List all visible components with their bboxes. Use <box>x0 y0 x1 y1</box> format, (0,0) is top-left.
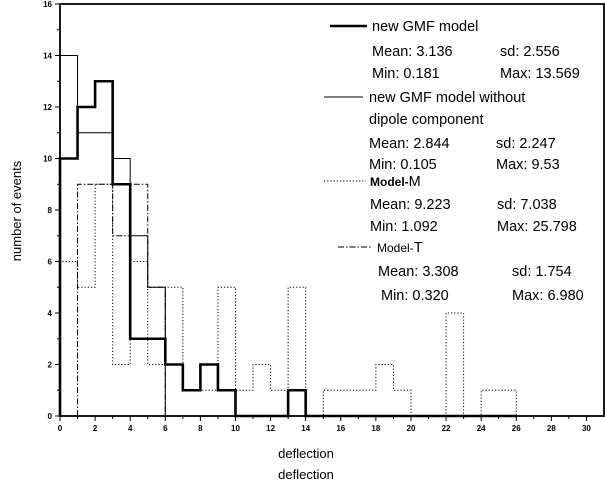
legend-label-model-t-suffix: T <box>414 240 423 256</box>
axes-layer <box>55 3 605 421</box>
y-tick-label: 0 <box>48 412 53 421</box>
y-tick-label: 14 <box>43 52 52 61</box>
legend-stat-max: Max: 9.53 <box>496 157 560 173</box>
legend-stat-sd: sd: 7.038 <box>497 197 557 213</box>
series-outline-2 <box>59 183 587 417</box>
y-axis-title: number of events <box>9 160 24 261</box>
legend-label-no-dipole-line1: new GMF model without <box>369 90 525 106</box>
legend-label-model-m-suffix: M <box>409 174 421 190</box>
x-axis-title-extra: deflection <box>278 467 334 482</box>
x-tick-label: 10 <box>231 424 240 433</box>
series-outline-1 <box>59 55 183 417</box>
legend-stat-max: Max: 25.798 <box>497 219 577 235</box>
legend-stat-sd: sd: 2.247 <box>496 136 556 152</box>
legend-label-new-gmf: new GMF model <box>372 19 478 35</box>
legend-stat-mean: Mean: 3.136 <box>372 44 453 60</box>
x-tick-label: 0 <box>58 424 63 433</box>
legend-stat-min: Min: 0.105 <box>369 157 437 173</box>
legend-stat-mean: Mean: 2.844 <box>369 136 450 152</box>
x-tick-label: 8 <box>198 424 203 433</box>
x-tick-label: 30 <box>582 424 591 433</box>
x-tick-label: 24 <box>477 424 486 433</box>
legend-stat-sd: sd: 1.754 <box>512 264 572 280</box>
legend-label-model-t-prefix: Model- <box>377 241 414 255</box>
x-tick-label: 22 <box>442 424 451 433</box>
y-tick-label: 2 <box>48 361 53 370</box>
x-tick-label: 20 <box>407 424 416 433</box>
legend-stat-max: Max: 13.569 <box>500 66 580 82</box>
legend-stat-max: Max: 6.980 <box>512 288 584 304</box>
y-tick-label: 12 <box>43 103 52 112</box>
x-tick-label: 18 <box>371 424 380 433</box>
y-tick-label: 6 <box>48 258 53 267</box>
y-tick-label: 10 <box>43 155 52 164</box>
x-tick-label: 2 <box>93 424 98 433</box>
x-tick-label: 6 <box>163 424 168 433</box>
legend-stat-mean: Mean: 3.308 <box>378 264 459 280</box>
legend-label-model-m: Model-M <box>370 174 421 190</box>
legend-stat-min: Min: 1.092 <box>370 219 438 235</box>
x-axis-title: deflection <box>278 446 334 461</box>
legend-stat-sd: sd: 2.556 <box>500 44 560 60</box>
legend-stat-mean: Mean: 9.223 <box>370 197 451 213</box>
x-tick-label: 14 <box>301 424 310 433</box>
legend-label-model-t: Model-T <box>377 240 423 256</box>
legend-label-no-dipole-line2: dipole component <box>369 112 483 128</box>
legend-stat-min: Min: 0.181 <box>372 66 440 82</box>
legend-label-model-m-prefix: Model- <box>370 175 409 189</box>
x-tick-label: 4 <box>128 424 133 433</box>
x-tick-label: 26 <box>512 424 521 433</box>
x-tick-label: 12 <box>266 424 275 433</box>
legend-stat-min: Min: 0.320 <box>381 288 449 304</box>
y-tick-label: 8 <box>48 206 53 215</box>
y-tick-label: 4 <box>48 309 53 318</box>
x-tick-label: 16 <box>336 424 345 433</box>
y-tick-label: 16 <box>43 0 52 9</box>
x-tick-label: 28 <box>547 424 556 433</box>
legend: new GMF model Mean: 3.136 sd: 2.556 Min:… <box>324 19 584 304</box>
